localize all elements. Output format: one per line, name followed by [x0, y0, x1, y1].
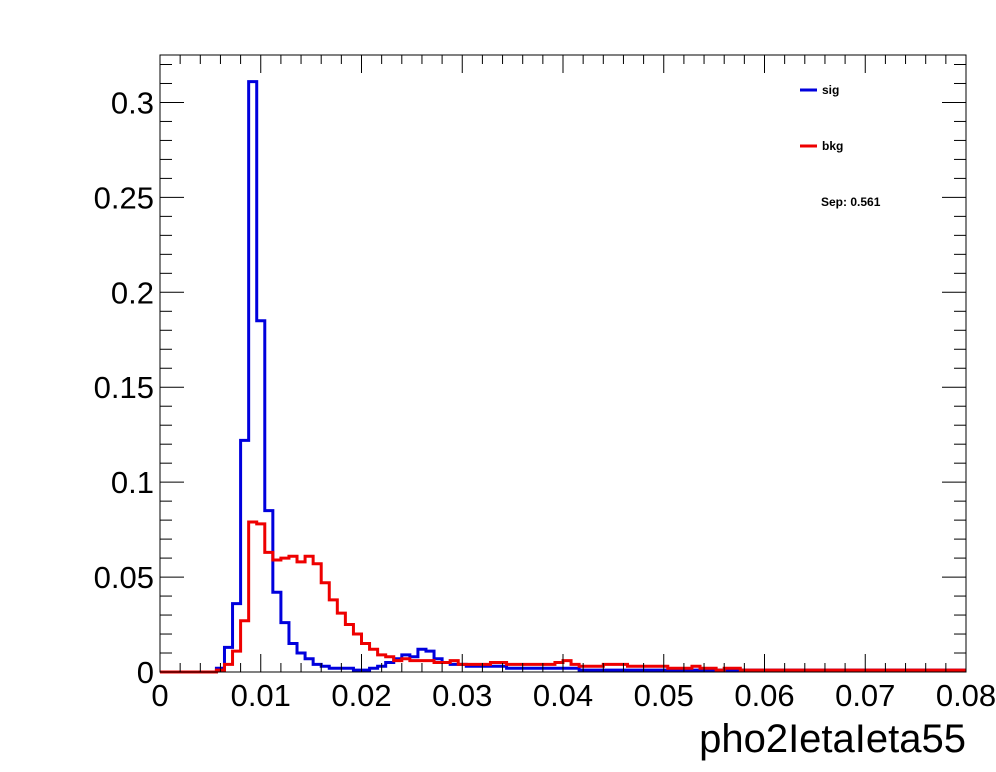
x-tick-label: 0.04 — [533, 678, 593, 713]
separation-annotation: Sep: 0.561 — [821, 195, 881, 209]
y-tick-label: 0.3 — [111, 85, 154, 120]
legend-label-sig: sig — [822, 83, 839, 97]
legend: sig bkg Sep: 0.561 — [800, 83, 881, 209]
ticks-layer: 0 0.01 0.02 0.03 0.04 0.05 0.06 0.07 0.08 0 0.05 0.… — [94, 55, 996, 713]
series-bkg-line — [160, 520, 966, 674]
x-axis-title: pho2IetaIeta55 — [699, 717, 966, 761]
y-tick-label: 0.15 — [94, 370, 154, 405]
y-tick-label: 0.2 — [111, 275, 154, 310]
x-tick-label: 0.08 — [936, 678, 996, 713]
x-tick-label: 0.06 — [734, 678, 794, 713]
y-tick-label: 0.05 — [94, 560, 154, 595]
x-tick-label: 0 — [151, 678, 168, 713]
series-layer — [160, 80, 966, 674]
y-tick-label: 0 — [137, 655, 154, 690]
legend-label-bkg: bkg — [822, 139, 843, 153]
x-tick-label: 0.01 — [231, 678, 291, 713]
x-tick-label: 0.03 — [432, 678, 492, 713]
x-tick-label: 0.07 — [835, 678, 895, 713]
y-tick-label: 0.1 — [111, 465, 154, 500]
x-tick-label: 0.05 — [634, 678, 694, 713]
x-tick-label: 0.02 — [331, 678, 391, 713]
y-tick-label: 0.25 — [94, 180, 154, 215]
